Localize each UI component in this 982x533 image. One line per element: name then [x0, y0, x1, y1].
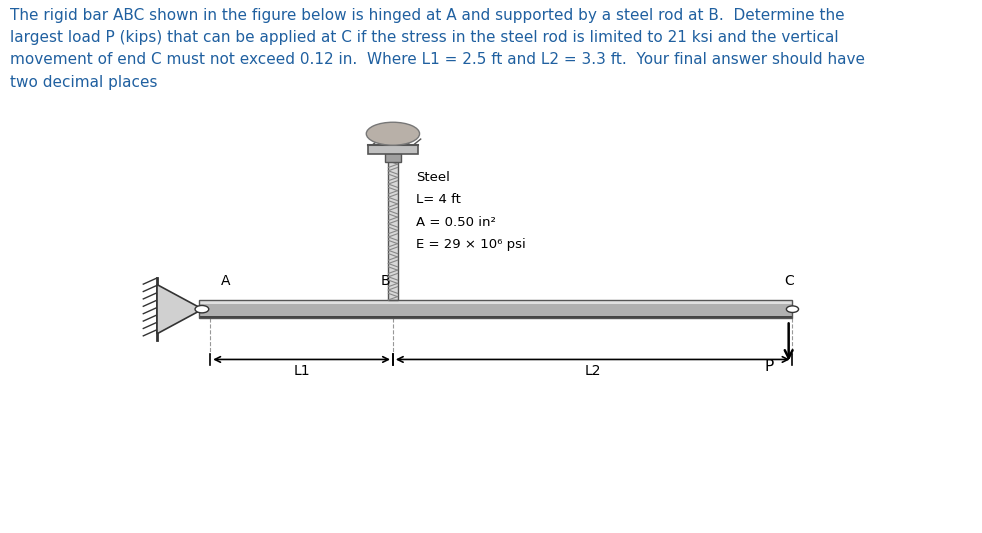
Text: B: B	[380, 273, 390, 288]
Circle shape	[195, 305, 209, 313]
Text: L1: L1	[294, 364, 310, 377]
Text: P: P	[764, 359, 774, 375]
Bar	[198, 300, 792, 318]
Ellipse shape	[366, 122, 419, 145]
Bar	[198, 316, 792, 318]
Text: L= 4 ft: L= 4 ft	[415, 193, 461, 206]
Text: The rigid bar ABC shown in the figure below is hinged at A and supported by a st: The rigid bar ABC shown in the figure be…	[10, 8, 865, 90]
Bar	[385, 154, 401, 161]
Polygon shape	[157, 285, 202, 334]
Text: C: C	[784, 273, 793, 288]
Text: E = 29 × 10⁶ psi: E = 29 × 10⁶ psi	[415, 238, 525, 252]
Circle shape	[787, 306, 798, 312]
Bar	[368, 145, 417, 154]
Text: A: A	[221, 273, 230, 288]
Text: A = 0.50 in²: A = 0.50 in²	[415, 216, 496, 229]
Bar	[388, 154, 399, 300]
Text: Steel: Steel	[415, 171, 450, 184]
Bar	[198, 304, 792, 316]
Bar	[198, 300, 792, 304]
Text: L2: L2	[584, 364, 601, 377]
